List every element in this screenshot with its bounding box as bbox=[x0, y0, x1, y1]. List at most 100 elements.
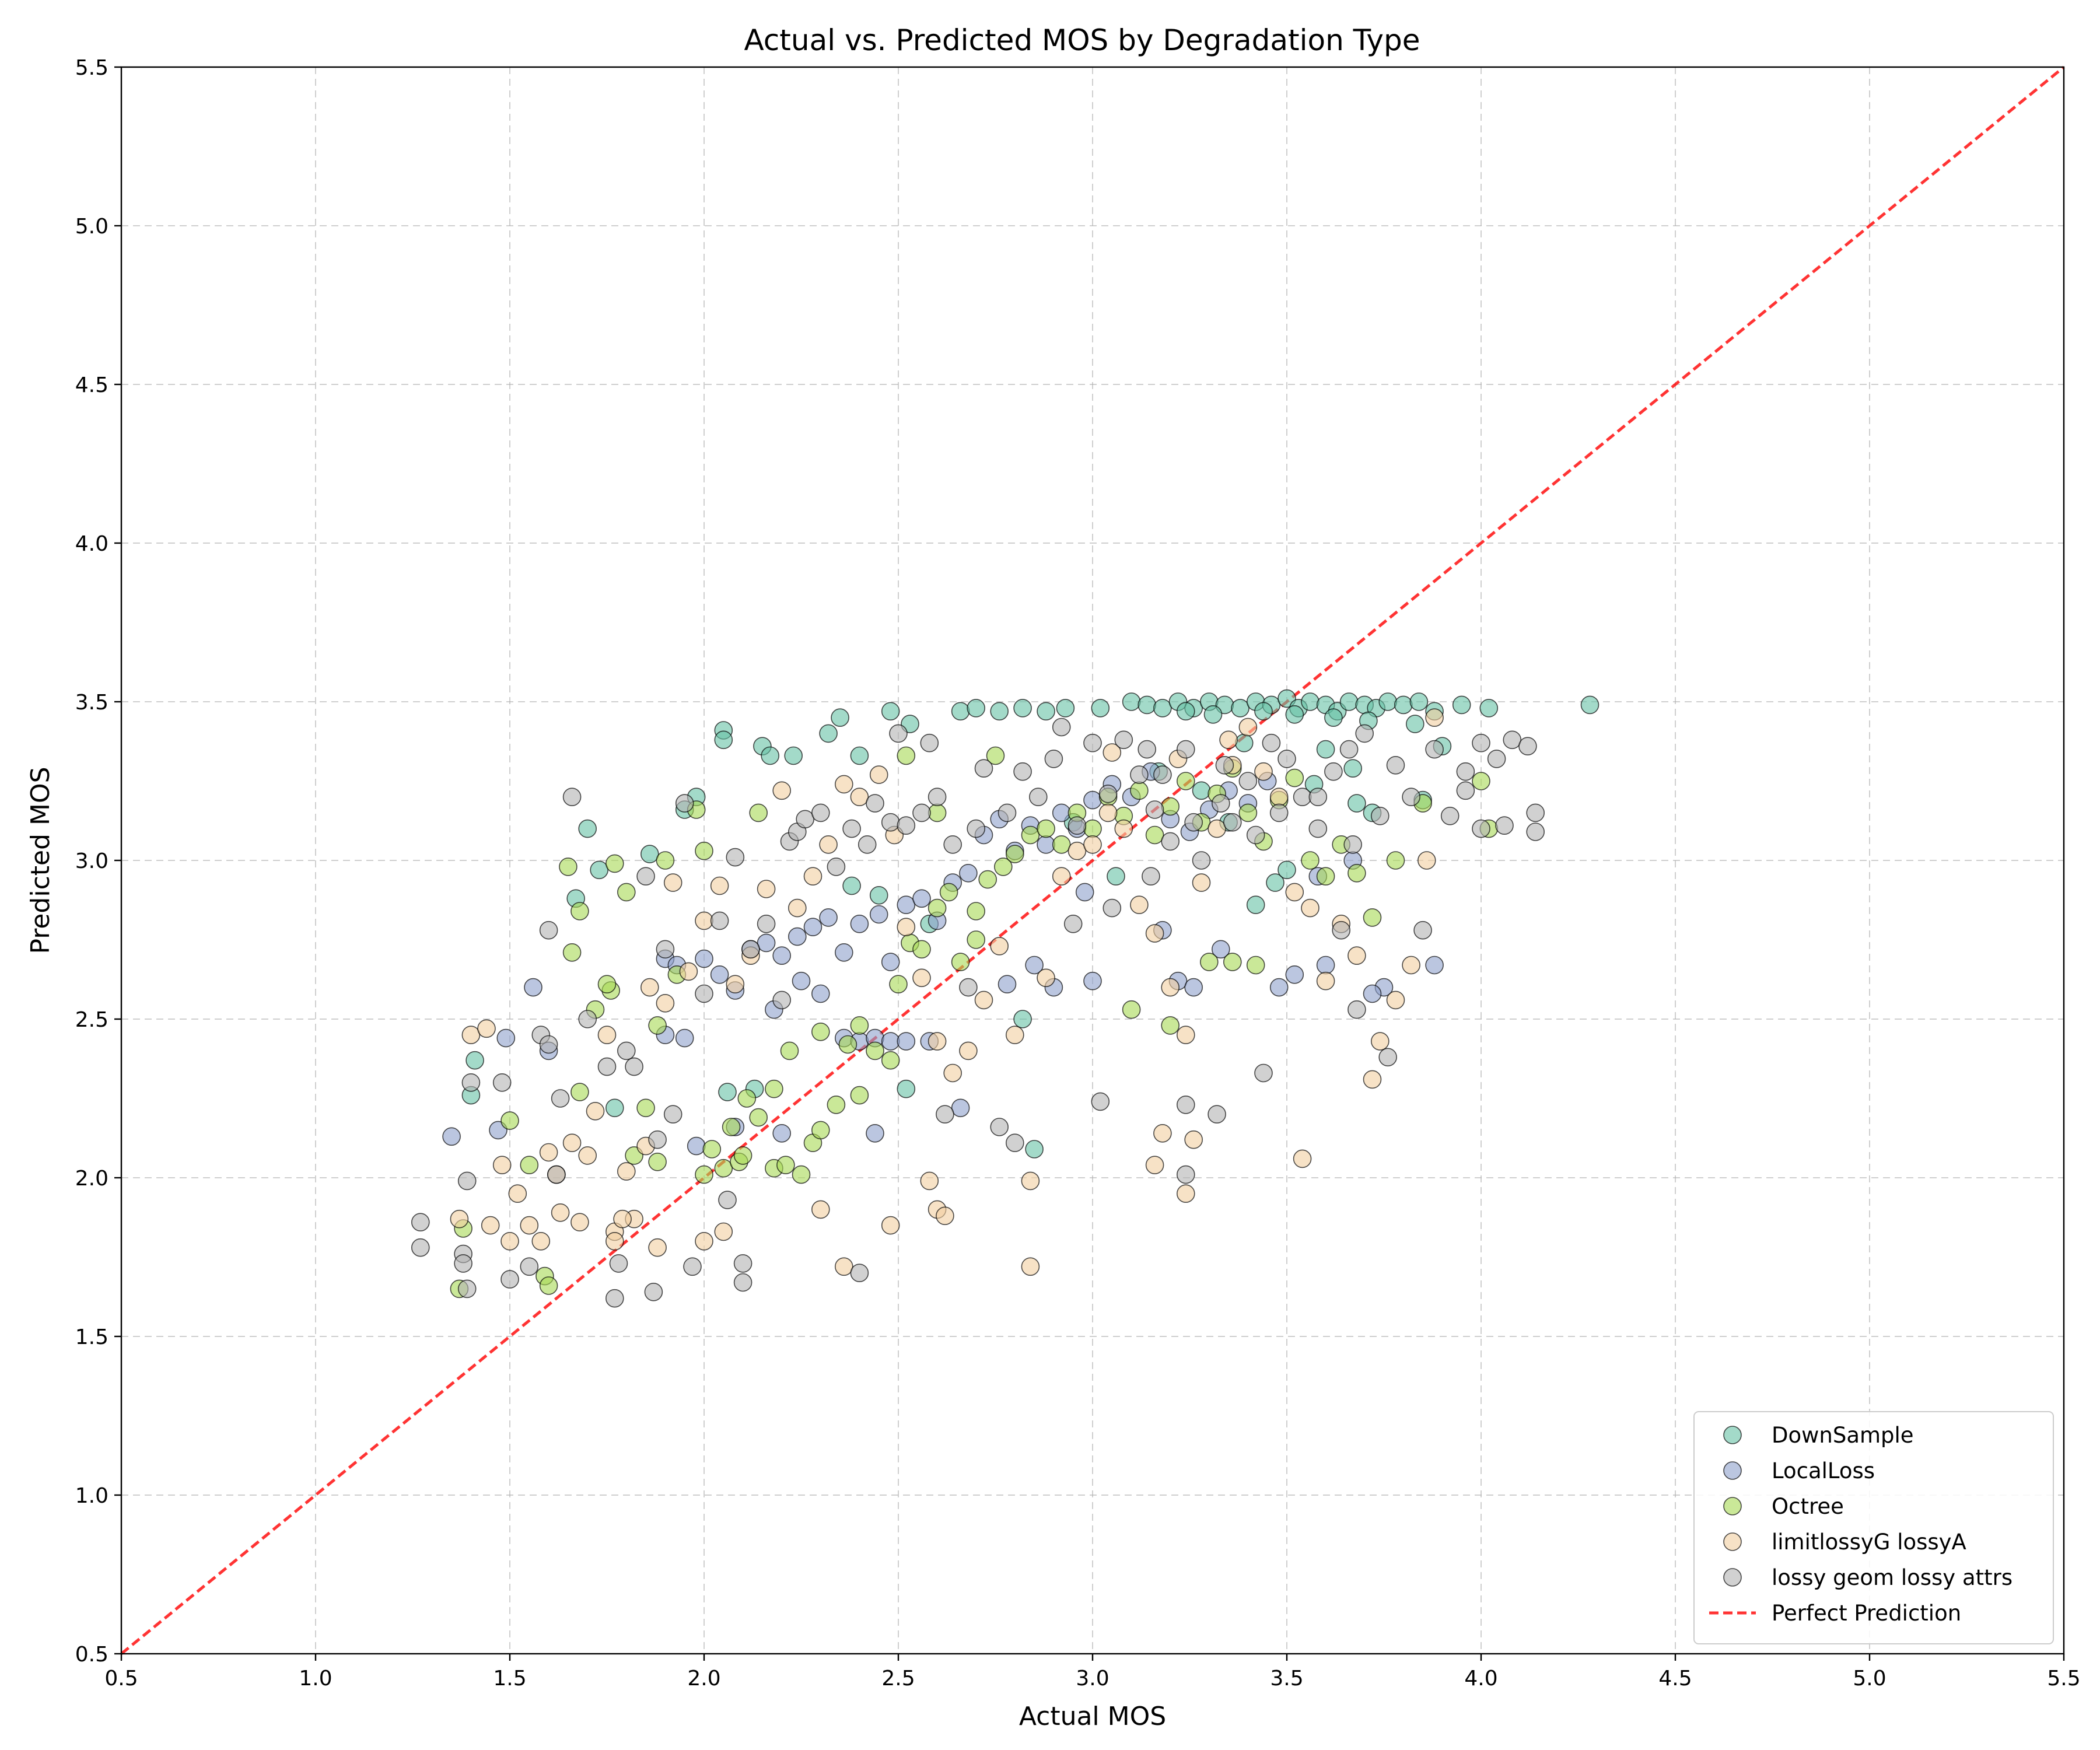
data-point-localloss bbox=[675, 1028, 694, 1048]
data-point-downsample bbox=[1378, 692, 1397, 711]
data-point-octree bbox=[1472, 772, 1490, 790]
data-point-localloss bbox=[866, 1124, 884, 1143]
data-point-downsample bbox=[1177, 702, 1195, 721]
data-point-octree bbox=[928, 803, 947, 822]
data-point-lossy-geom-lossy-attrs bbox=[1177, 1165, 1195, 1184]
data-point-limitlossyg-lossya bbox=[520, 1216, 539, 1235]
data-point-downsample bbox=[990, 702, 1009, 721]
data-point-limitlossyg-lossya bbox=[508, 1184, 527, 1203]
data-point-octree bbox=[1316, 867, 1335, 886]
data-point-downsample bbox=[869, 886, 888, 905]
data-point-lossy-geom-lossy-attrs bbox=[539, 1035, 558, 1054]
data-point-downsample bbox=[1234, 733, 1254, 752]
data-point-lossy-geom-lossy-attrs bbox=[757, 915, 776, 933]
data-point-lossy-geom-lossy-attrs bbox=[1348, 1000, 1366, 1019]
data-point-octree bbox=[811, 1023, 830, 1041]
data-point-lossy-geom-lossy-attrs bbox=[741, 940, 760, 959]
data-point-lossy-geom-lossy-attrs bbox=[1161, 832, 1180, 851]
data-point-octree bbox=[648, 1153, 667, 1171]
legend-marker-limitlossyg-lossya bbox=[1723, 1532, 1742, 1551]
data-point-lossy-geom-lossy-attrs bbox=[644, 1283, 663, 1301]
data-point-limitlossyg-lossya bbox=[1285, 883, 1304, 902]
data-point-downsample bbox=[1037, 702, 1055, 721]
data-point-octree bbox=[656, 851, 675, 870]
data-point-limitlossyg-lossya bbox=[551, 1203, 570, 1222]
data-point-limitlossyg-lossya bbox=[1386, 991, 1405, 1010]
data-point-lossy-geom-lossy-attrs bbox=[1083, 733, 1102, 752]
data-point-limitlossyg-lossya bbox=[811, 1200, 830, 1219]
data-point-lossy-geom-lossy-attrs bbox=[1238, 772, 1258, 790]
data-point-limitlossyg-lossya bbox=[1021, 1257, 1040, 1276]
data-point-downsample bbox=[850, 746, 869, 765]
data-point-limitlossyg-lossya bbox=[1316, 971, 1335, 991]
data-point-lossy-geom-lossy-attrs bbox=[1472, 819, 1490, 838]
data-point-octree bbox=[978, 870, 997, 889]
data-point-lossy-geom-lossy-attrs bbox=[1425, 740, 1444, 759]
data-point-lossy-geom-lossy-attrs bbox=[1006, 1133, 1024, 1152]
data-point-lossy-geom-lossy-attrs bbox=[1029, 788, 1048, 806]
data-point-lossy-geom-lossy-attrs bbox=[1472, 733, 1490, 752]
data-point-octree bbox=[967, 930, 985, 949]
data-point-lossy-geom-lossy-attrs bbox=[1208, 1105, 1226, 1124]
data-point-octree bbox=[695, 1165, 713, 1184]
data-point-limitlossyg-lossya bbox=[869, 765, 888, 784]
data-point-limitlossyg-lossya bbox=[1208, 819, 1226, 838]
data-point-octree bbox=[1386, 851, 1405, 870]
data-point-lossy-geom-lossy-attrs bbox=[1378, 1048, 1397, 1067]
data-point-localloss bbox=[1425, 956, 1444, 975]
data-point-octree bbox=[737, 1089, 757, 1108]
data-point-limitlossyg-lossya bbox=[803, 867, 822, 886]
y-tick-label: 4.5 bbox=[75, 373, 108, 397]
data-point-octree bbox=[597, 975, 617, 993]
data-point-octree bbox=[1052, 835, 1071, 854]
legend-label-limitlossyg-lossya: limitlossyG lossyA bbox=[1772, 1530, 1966, 1555]
series-localloss bbox=[442, 762, 1444, 1156]
data-point-limitlossyg-lossya bbox=[695, 1232, 713, 1251]
data-point-localloss bbox=[1363, 984, 1382, 1003]
data-point-octree bbox=[1122, 1000, 1141, 1019]
data-point-lossy-geom-lossy-attrs bbox=[1332, 921, 1350, 940]
data-point-lossy-geom-lossy-attrs bbox=[959, 978, 978, 997]
data-point-limitlossyg-lossya bbox=[974, 991, 993, 1010]
data-point-lossy-geom-lossy-attrs bbox=[710, 911, 729, 930]
y-tick-label: 1.0 bbox=[75, 1484, 108, 1508]
data-point-limitlossyg-lossya bbox=[757, 880, 776, 898]
data-point-limitlossyg-lossya bbox=[936, 1206, 954, 1226]
data-point-limitlossyg-lossya bbox=[578, 1146, 597, 1165]
data-point-limitlossyg-lossya bbox=[648, 1238, 667, 1257]
legend: DownSample LocalLoss Octree limitlossyG … bbox=[1693, 1411, 2054, 1644]
data-point-octree bbox=[714, 1158, 733, 1178]
data-point-limitlossyg-lossya bbox=[1192, 873, 1211, 892]
data-point-downsample bbox=[1285, 705, 1304, 724]
legend-label-lossy-geom-lossy-attrs: lossy geom lossy attrs bbox=[1772, 1565, 2013, 1590]
data-point-limitlossyg-lossya bbox=[1238, 718, 1258, 737]
data-point-limitlossyg-lossya bbox=[656, 994, 675, 1013]
data-point-downsample bbox=[1056, 699, 1075, 718]
data-point-lossy-geom-lossy-attrs bbox=[1192, 851, 1211, 870]
data-point-octree bbox=[1037, 819, 1055, 838]
data-point-lossy-geom-lossy-attrs bbox=[928, 788, 947, 806]
data-point-localloss bbox=[897, 895, 916, 914]
data-point-octree bbox=[776, 1156, 795, 1174]
data-point-limitlossyg-lossya bbox=[539, 1143, 558, 1162]
x-tick-label: 3.5 bbox=[1270, 1667, 1303, 1690]
x-tick-label: 4.0 bbox=[1464, 1667, 1497, 1690]
data-point-downsample bbox=[1138, 695, 1156, 715]
data-point-limitlossyg-lossya bbox=[531, 1232, 551, 1251]
data-point-limitlossyg-lossya bbox=[1293, 1149, 1312, 1168]
data-point-limitlossyg-lossya bbox=[959, 1041, 978, 1060]
data-point-limitlossyg-lossya bbox=[1052, 867, 1071, 886]
data-point-limitlossyg-lossya bbox=[695, 911, 713, 930]
data-point-downsample bbox=[1324, 708, 1343, 727]
data-point-downsample bbox=[640, 845, 659, 863]
legend-box bbox=[1693, 1411, 2054, 1644]
x-tick-label: 5.0 bbox=[1853, 1667, 1886, 1690]
data-point-localloss bbox=[788, 927, 807, 946]
perfect-prediction-line bbox=[120, 66, 2065, 1655]
data-point-limitlossyg-lossya bbox=[788, 898, 807, 918]
data-point-lossy-geom-lossy-attrs bbox=[675, 794, 694, 813]
data-point-lossy-geom-lossy-attrs bbox=[1215, 756, 1234, 775]
data-point-localloss bbox=[897, 1032, 916, 1051]
data-point-lossy-geom-lossy-attrs bbox=[772, 991, 791, 1010]
legend-marker-octree bbox=[1723, 1497, 1742, 1516]
